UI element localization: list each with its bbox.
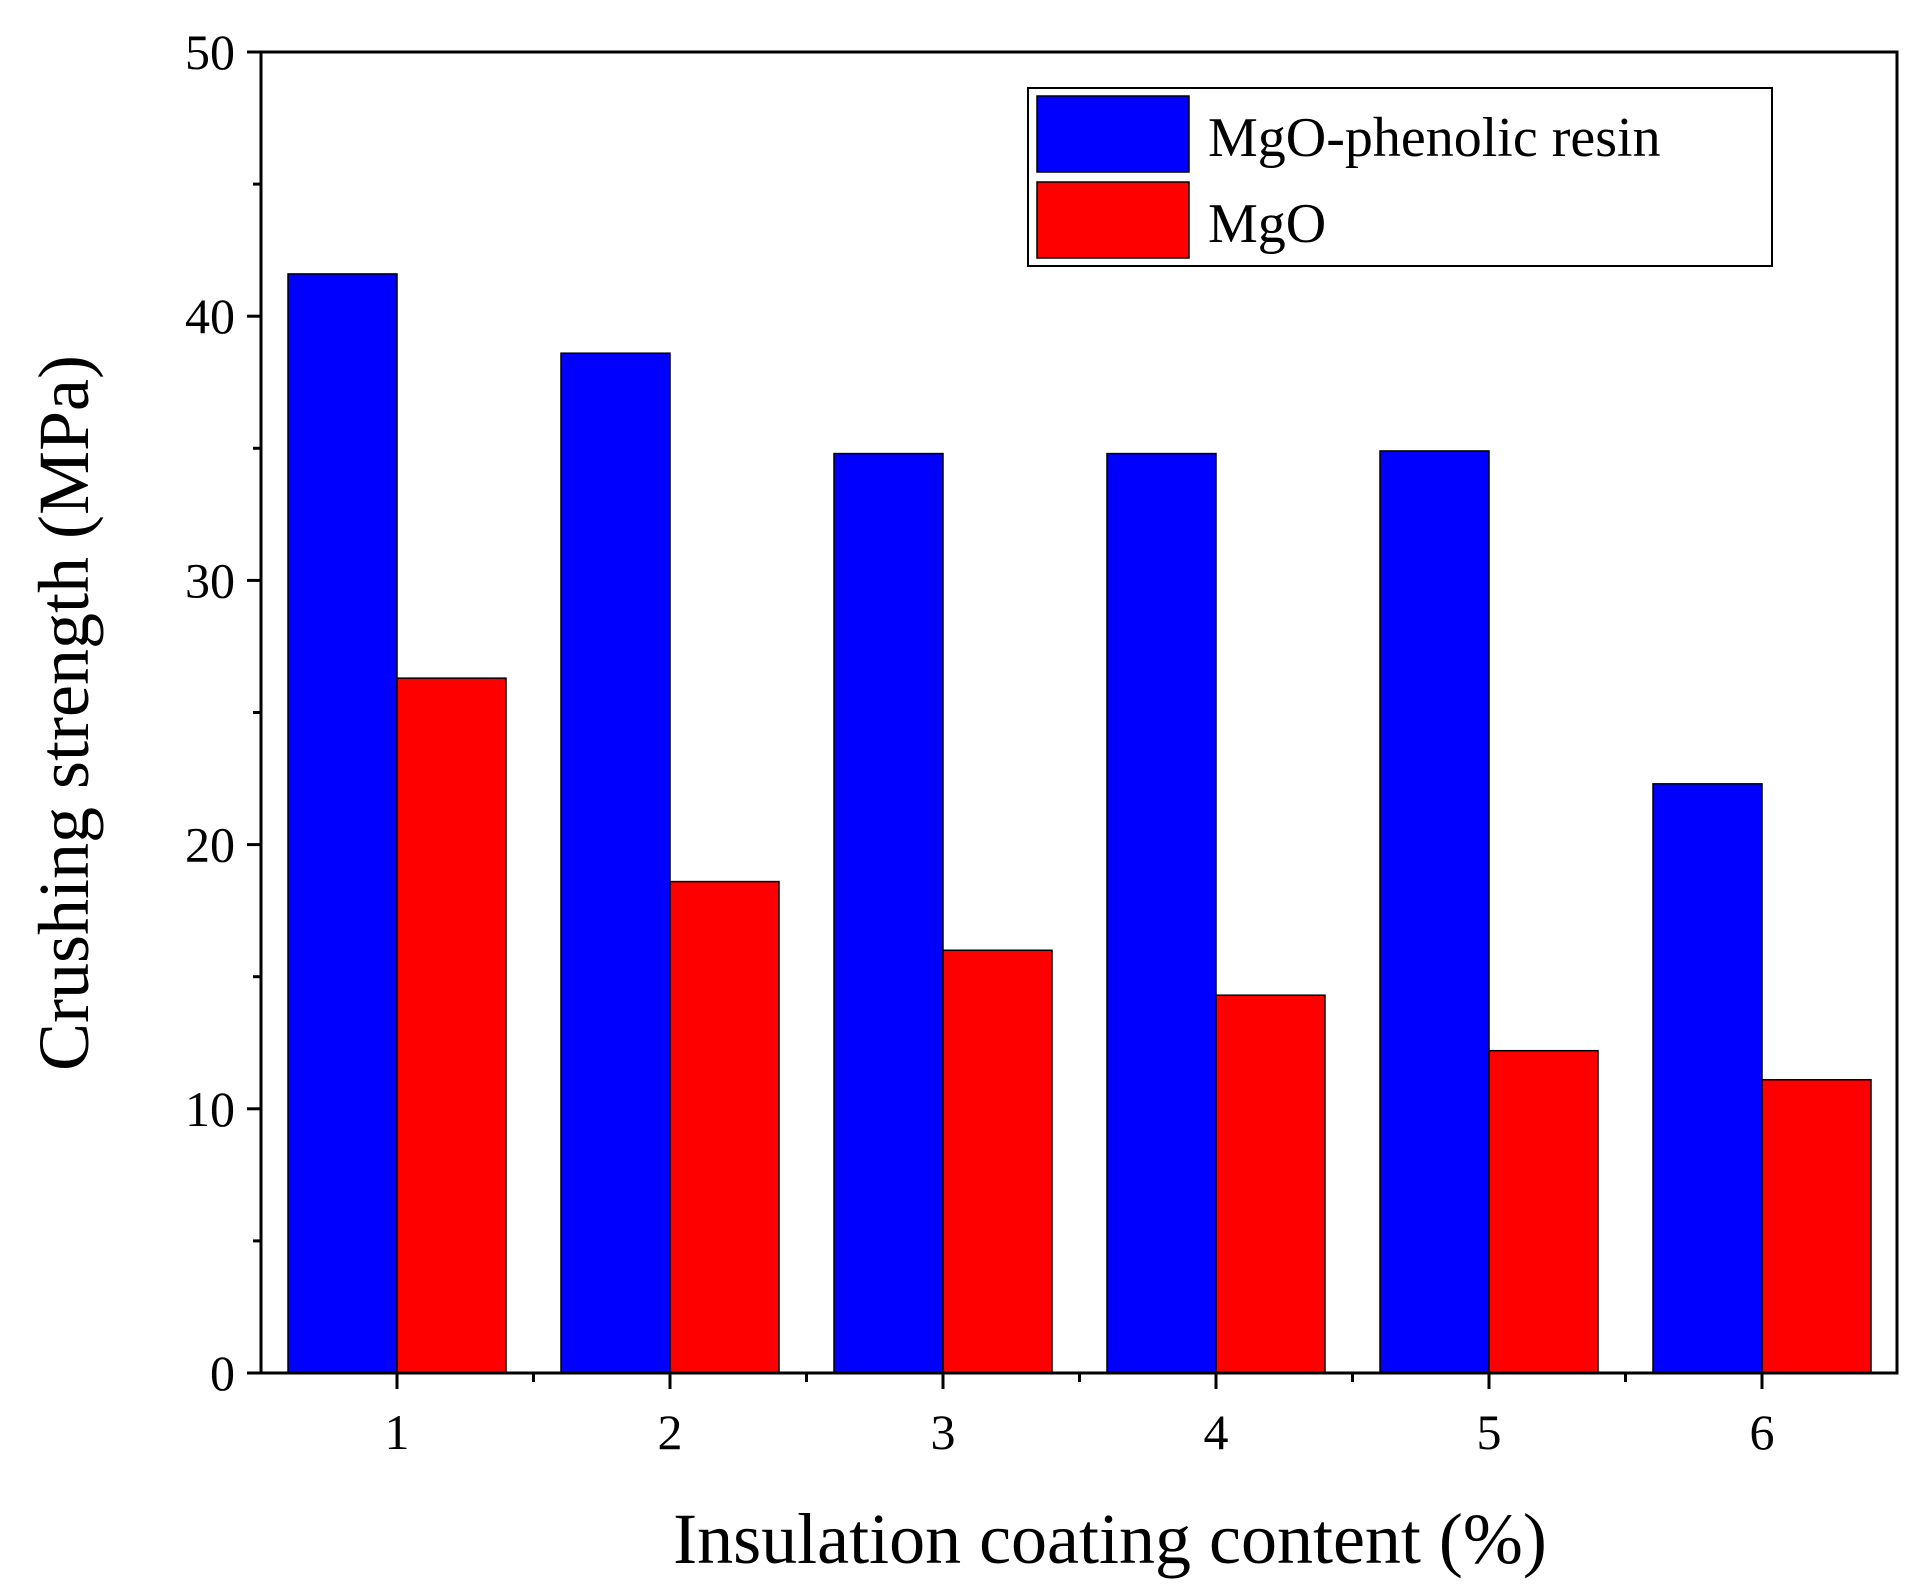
- y-tick-label: 0: [210, 1345, 235, 1401]
- x-tick-label: 3: [931, 1404, 956, 1460]
- bar-mgo-1: [396, 677, 507, 1374]
- bar-mgo-phenolic-resin-2: [560, 352, 671, 1374]
- y-tick-label: 40: [185, 288, 235, 344]
- x-tick-label: 5: [1477, 1404, 1502, 1460]
- bar-mgo-phenolic-resin-5: [1379, 450, 1490, 1374]
- y-tick-label: 20: [185, 817, 235, 873]
- x-tick-label: 6: [1750, 1404, 1775, 1460]
- bars-layer: [287, 273, 1872, 1374]
- y-tick-label: 30: [185, 552, 235, 608]
- x-tick-label: 2: [658, 1404, 683, 1460]
- bar-mgo-phenolic-resin-4: [1106, 452, 1217, 1374]
- bar-mgo-phenolic-resin-3: [833, 452, 944, 1374]
- legend-swatch-mgo: [1036, 181, 1190, 259]
- x-tick-labels: 1 2 3 4 5 6: [385, 1404, 1775, 1460]
- ticks-layer: [247, 50, 1764, 1389]
- legend-swatch-mgo-phenolic-resin: [1036, 95, 1190, 173]
- bar-mgo-4: [1215, 994, 1326, 1374]
- bar-mgo-2: [669, 880, 780, 1374]
- x-tick-label: 1: [385, 1404, 410, 1460]
- x-axis-title: Insulation coating content (%): [673, 1499, 1547, 1579]
- bar-mgo-phenolic-resin-6: [1652, 783, 1763, 1374]
- legend-label-mgo-phenolic-resin: MgO-phenolic resin: [1208, 107, 1661, 169]
- bar-mgo-phenolic-resin-1: [287, 273, 398, 1374]
- legend-label-mgo: MgO: [1208, 193, 1326, 255]
- y-tick-label: 10: [185, 1081, 235, 1137]
- x-tick-label: 4: [1204, 1404, 1229, 1460]
- bar-mgo-5: [1488, 1049, 1599, 1374]
- bar-mgo-6: [1761, 1078, 1872, 1374]
- y-tick-label: 50: [185, 24, 235, 80]
- bar-mgo-3: [942, 949, 1053, 1374]
- y-axis-title: Crushing strength (MPa): [24, 355, 104, 1071]
- y-tick-labels: 0 10 20 30 40 50: [185, 24, 235, 1401]
- legend: MgO-phenolic resin MgO: [1027, 87, 1773, 267]
